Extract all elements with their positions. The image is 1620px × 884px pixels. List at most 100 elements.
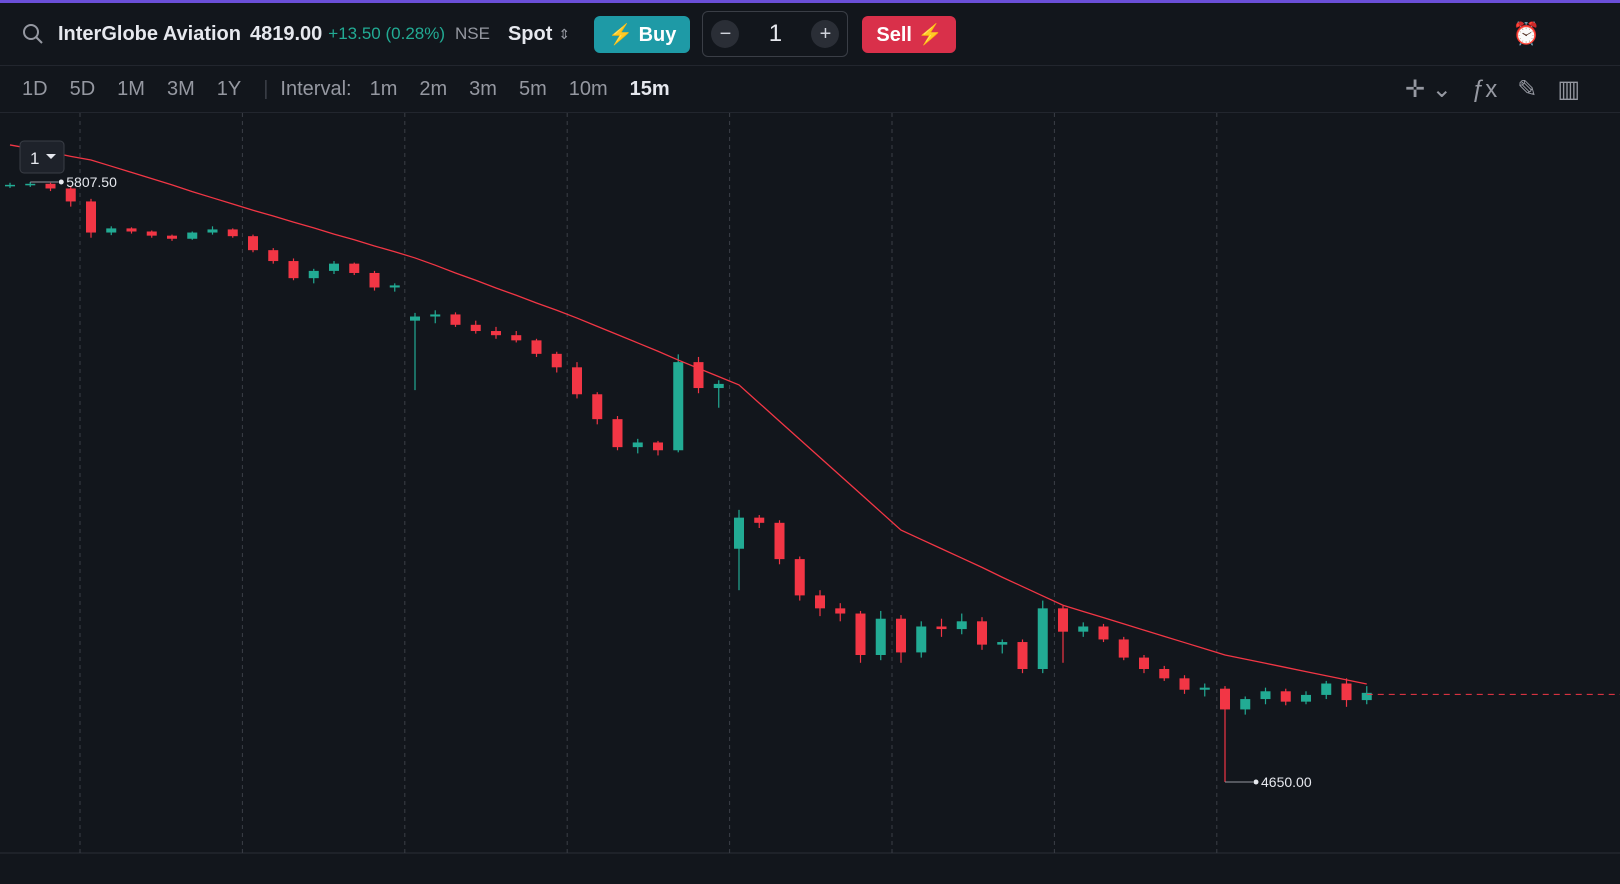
alarm-icon[interactable]: ⏰ [1512,21,1540,46]
candle-body [653,442,663,451]
marker-label: 5807.50 [66,174,117,190]
candle-body [329,263,339,271]
intervals: 1m 2m 3m 5m 10m 15m [370,78,692,101]
exchange: NSE [455,24,490,43]
candle-body [794,559,805,596]
range-option[interactable]: 1D [22,77,48,100]
candle-body [1098,626,1109,640]
marker-dot [1253,779,1259,785]
candle-body [835,608,846,614]
range-option[interactable]: 5D [69,77,96,100]
candle-body [754,517,765,523]
candle-body [65,188,76,202]
change: +13.50 (0.28%) [328,24,445,43]
candle-body [167,235,177,239]
candle-body [551,353,562,368]
candle-body [774,522,785,560]
candle-body [1280,691,1291,702]
candle-body [956,621,967,630]
candle-body [1260,691,1271,700]
decrement[interactable]: − [711,20,740,48]
candle-body [572,367,582,395]
ranges: 1D 5D 1M 3M 1Y [22,78,263,101]
header: InterGlobe Aviation 4819.00 +13.50 (0.28… [0,3,1620,66]
candle-body [632,442,643,448]
pane-selector[interactable]: 1 [19,140,65,174]
range-option[interactable]: 1Y [216,77,242,100]
candle-body [734,517,744,549]
segment[interactable]: Spot [507,22,553,45]
interval-option[interactable]: 2m [419,77,448,100]
candle-body [815,595,825,609]
sell-button[interactable]: Sell ⚡ [862,15,957,53]
candle-body [227,229,238,237]
interval-option[interactable]: 10m [568,77,608,100]
range-option[interactable]: 1M [117,77,145,100]
quantity[interactable]: 1 [768,20,783,47]
pane-box [19,140,65,174]
candle-body [491,331,501,336]
candle-body [612,419,623,448]
pane-caret [46,154,56,159]
candle-body [410,316,420,321]
candle-body [1199,687,1210,690]
candle-body [1017,642,1028,669]
candle-body [25,183,36,186]
candle-body [349,263,360,273]
candle-body [916,626,927,653]
chart: 5807.50 4650.00 1 [0,113,1620,854]
range-option[interactable]: 3M [166,77,195,100]
candle-body [308,270,319,279]
candle-body [531,340,542,354]
candle-body [187,232,198,239]
candle-body [592,394,603,420]
candle-body [1159,668,1170,679]
interval-option[interactable]: 15m [629,77,670,100]
candle-body [1321,683,1332,695]
candle-body [936,626,947,630]
candle-body [389,285,400,288]
marker-dot [58,179,64,185]
candle-body [1139,657,1149,669]
moving-average [9,144,1367,685]
interval-option[interactable]: 3m [469,77,497,100]
interval-option[interactable]: 1m [369,77,398,100]
chart-tools[interactable]: ✛ ⌄ ƒx ✎ ▥ [1404,75,1580,103]
candle-body [1220,688,1230,710]
search-icon[interactable] [22,23,44,45]
buy-button[interactable]: ⚡ Buy [594,15,691,53]
candle-body [1341,683,1352,701]
candle-body [1301,694,1311,702]
candle-body [713,383,724,389]
candle-body [977,621,987,645]
candle-body [1078,626,1089,632]
increment[interactable]: + [811,20,840,48]
candle-body [126,228,137,232]
candle-body [288,261,299,279]
candle-body [673,362,684,451]
symbol[interactable]: InterGlobe Aviation [58,22,241,45]
interval-option[interactable]: 5m [518,77,547,100]
candle-body [855,613,866,656]
segment-arrows[interactable]: ⇕ [558,25,571,42]
toolbar: 1D 5D 1M 3M 1Y | Interval: 1m 2m 3m 5m 10m 15m ✛ … [0,66,1620,113]
candle-body [430,314,441,317]
candle-body [5,184,15,187]
candle-body [268,250,279,262]
candle-body [875,618,886,656]
interval-label: Interval: [280,77,352,100]
divider: | [263,77,269,100]
candle-body [248,236,258,251]
candle-body [997,642,1008,645]
candle-body [450,314,461,325]
candle-body [146,231,157,236]
candle-body [207,229,218,233]
candle-body [106,228,117,233]
candle-body [86,201,96,233]
candle-body [1361,692,1372,701]
candle-body [896,618,906,653]
marker-label: 4650.00 [1261,774,1312,790]
candle-body [45,183,56,189]
sell-label: Sell [876,23,912,46]
